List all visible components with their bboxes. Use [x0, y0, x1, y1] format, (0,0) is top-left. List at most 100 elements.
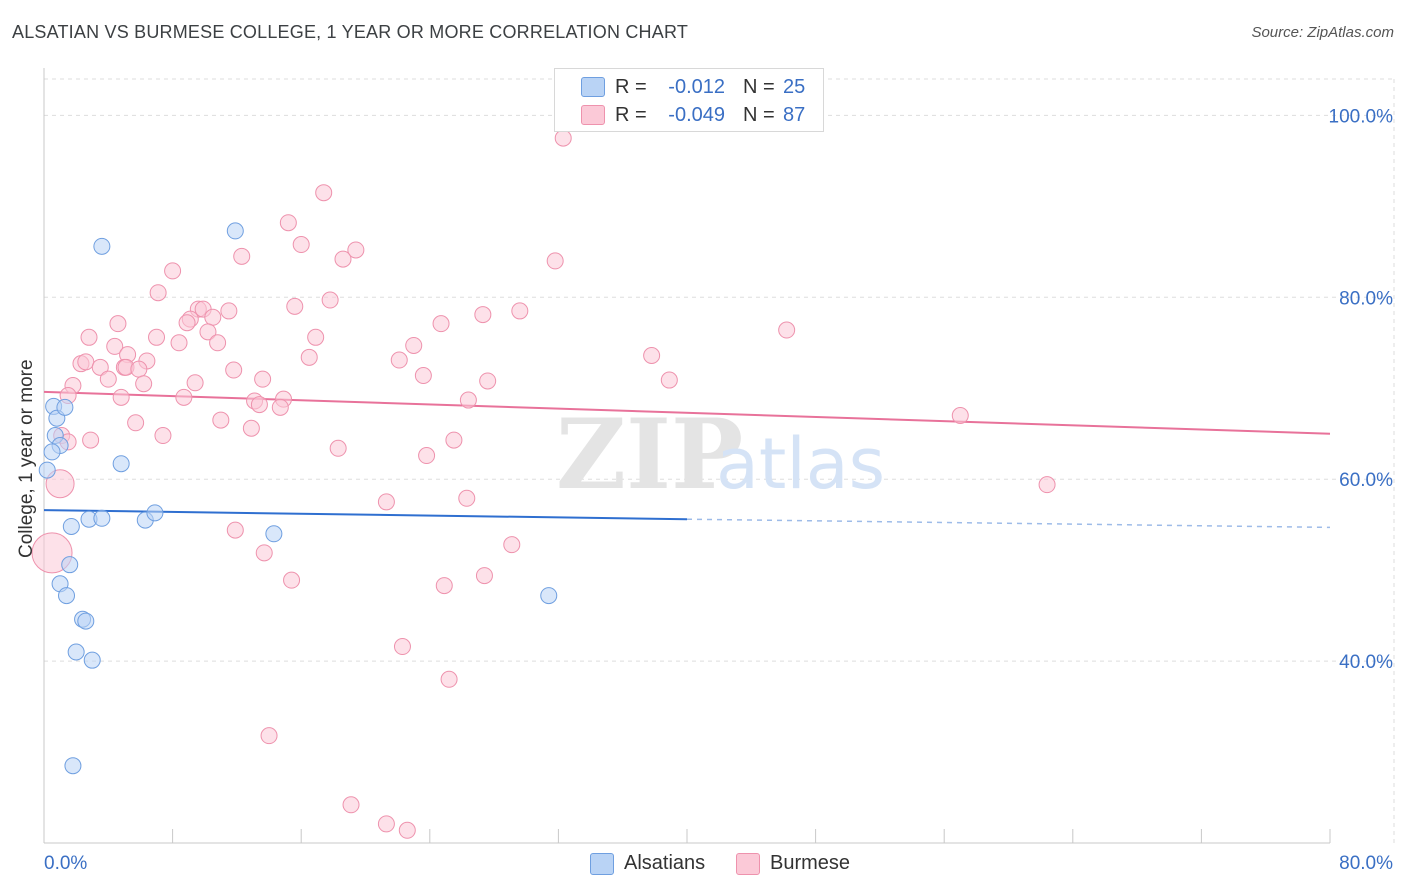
burmese-point: [220, 302, 238, 320]
burmese-point: [511, 302, 529, 320]
burmese-point: [186, 374, 204, 392]
burmese-point: [204, 308, 222, 326]
y-tick-label: 60.0%: [1339, 470, 1393, 491]
burmese-point: [546, 252, 564, 270]
data-points: [31, 129, 1056, 839]
burmese-point: [130, 360, 148, 378]
chart-title: ALSATIAN VS BURMESE COLLEGE, 1 YEAR OR M…: [12, 22, 689, 42]
alsatians-n-value: 25: [783, 75, 806, 98]
burmese-point: [225, 361, 243, 379]
burmese-point: [393, 638, 411, 656]
burmese-point: [164, 262, 182, 280]
alsatians-r-value: -0.012: [668, 75, 725, 98]
burmese-point: [405, 336, 423, 354]
burmese-point: [445, 431, 463, 449]
burmese-point: [479, 372, 497, 390]
burmese-point: [135, 375, 153, 393]
burmese-point: [255, 544, 273, 562]
n-label: N =: [743, 75, 775, 98]
alsatians-trend-extension: [686, 518, 1331, 529]
burmese-point: [45, 469, 75, 499]
burmese-point: [178, 314, 196, 332]
burmese-point: [418, 447, 436, 465]
burmese-point: [82, 431, 100, 449]
burmese-point: [321, 291, 339, 309]
burmese-point: [414, 367, 432, 385]
alsatians-point: [540, 587, 558, 605]
burmese-n-value: 87: [783, 103, 806, 126]
burmese-point: [458, 489, 476, 507]
alsatians-point: [61, 556, 79, 574]
alsatians-point: [64, 757, 82, 775]
series-legend-burmese: Burmese: [736, 852, 850, 875]
burmese-point: [226, 521, 244, 539]
burmese-point: [260, 727, 278, 745]
alsatians-point: [93, 237, 111, 255]
burmese-point: [300, 348, 318, 366]
burmese-point: [432, 315, 450, 333]
burmese-point: [209, 334, 227, 352]
burmese-point: [292, 236, 310, 254]
burmese-point: [250, 396, 268, 414]
alsatians-point: [265, 525, 283, 543]
burmese-point: [377, 493, 395, 511]
alsatians-point: [112, 455, 130, 473]
burmese-point: [398, 821, 416, 839]
alsatians-point: [146, 504, 164, 522]
alsatians-point: [93, 509, 111, 527]
burmese-point: [347, 241, 365, 259]
burmese-point: [271, 398, 289, 416]
burmese-point: [660, 371, 678, 389]
burmese-point: [459, 391, 477, 409]
burmese-point: [951, 407, 969, 425]
series-legend-alsatians: Alsatians: [590, 852, 705, 875]
burmese-point: [112, 388, 130, 406]
alsatians-point: [62, 517, 80, 535]
burmese-point: [154, 427, 172, 445]
burmese-point: [254, 370, 272, 388]
burmese-point: [643, 346, 661, 364]
alsatians-point: [58, 587, 76, 605]
source-label: Source: ZipAtlas.com: [1251, 24, 1394, 41]
alsatians-point: [77, 612, 95, 630]
x-tick-label-max: 80.0%: [1339, 853, 1393, 874]
burmese-point: [99, 370, 117, 388]
alsatians-swatch: [581, 77, 605, 97]
burmese-point: [175, 388, 193, 406]
burmese-point: [474, 306, 492, 324]
burmese-point: [279, 214, 297, 232]
burmese-point: [440, 670, 458, 688]
tick-labels: 40.0% 60.0% 80.0% 100.0% 0.0% 80.0%: [44, 106, 1393, 874]
burmese-point: [199, 323, 217, 341]
y-tick-label: 80.0%: [1339, 288, 1393, 309]
burmese-point: [109, 315, 127, 333]
burmese-point: [233, 247, 251, 265]
y-axis-label: College, 1 year or more: [16, 359, 37, 558]
burmese-point: [329, 439, 347, 457]
burmese-point: [315, 184, 333, 202]
alsatians-point: [226, 222, 244, 240]
burmese-point: [91, 358, 109, 376]
r-label: R =: [615, 75, 647, 98]
axes: [43, 68, 1331, 844]
burmese-point: [170, 334, 188, 352]
alsatians-legend-label: Alsatians: [624, 852, 706, 874]
burmese-point: [149, 284, 167, 302]
alsatians-point: [38, 461, 56, 479]
burmese-point: [554, 129, 572, 147]
y-tick-label: 40.0%: [1339, 652, 1393, 673]
burmese-point: [475, 567, 493, 585]
burmese-point: [503, 536, 521, 554]
x-tick-label-min: 0.0%: [44, 853, 87, 874]
alsatians-point: [56, 398, 74, 416]
burmese-point: [80, 328, 98, 346]
legend-row-burmese: R = -0.049 N = 87: [555, 100, 805, 130]
alsatians-legend-swatch: [590, 852, 614, 875]
burmese-legend-swatch: [736, 852, 760, 875]
burmese-point: [286, 297, 304, 315]
legend-row-alsatians: R = -0.012 N = 25: [555, 72, 805, 102]
burmese-point: [435, 577, 453, 595]
burmese-point: [377, 815, 395, 833]
